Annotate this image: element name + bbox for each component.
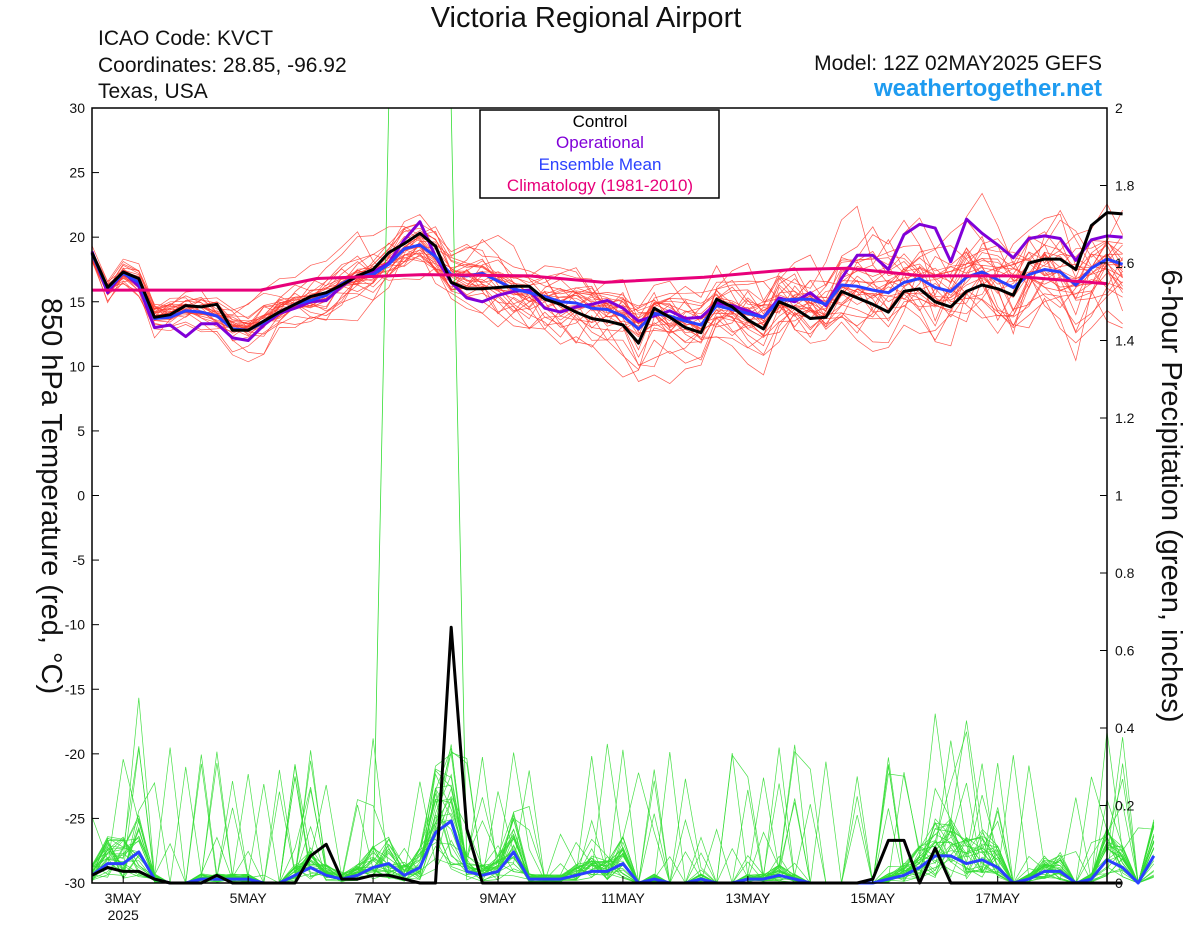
precip-member-13 [91,751,1155,884]
right-tick-label-7: 0.6 [1115,643,1135,659]
x-tick-sublabel-0: 2025 [108,907,139,923]
left-tick-label-9: -15 [65,681,85,697]
temp-operational-line [90,217,1123,342]
x-tick-label-4: 11MAY [601,890,645,906]
right-tick-label-3: 1.4 [1115,333,1135,349]
temp-member-5 [91,235,1123,361]
legend-control: Control [573,112,628,131]
x-tick-label-6: 15MAY [850,890,896,906]
left-tick-label-10: -20 [65,746,85,762]
right-tick-label-4: 1.2 [1115,410,1135,426]
right-tick-label-10: 0 [1115,875,1123,891]
right-tick-label-8: 0.4 [1115,720,1135,736]
x-tick-label-2: 7MAY [355,890,393,906]
temp-member-28 [91,240,1123,334]
axes: 302520151050-5-10-15-20-25-3021.81.61.41… [65,100,1135,923]
temp-member-8 [91,205,1123,344]
right-tick-label-9: 0.2 [1115,798,1135,814]
right-tick-label-1: 1.8 [1115,178,1135,194]
right-tick-label-0: 2 [1115,100,1123,116]
left-tick-label-6: 0 [77,488,85,504]
x-tick-label-7: 17MAY [975,890,1021,906]
site-link[interactable]: weathertogether.net [873,75,1102,102]
coordinates: Coordinates: 28.85, -96.92 [98,54,347,77]
x-tick-label-3: 9MAY [479,890,517,906]
left-tick-label-0: 30 [69,100,85,116]
legend-ensemble-mean: Ensemble Mean [539,155,662,174]
temp-member-23 [91,209,1123,363]
temp-member-20 [91,223,1123,337]
legend-operational: Operational [556,133,644,152]
temp-member-19 [91,226,1123,358]
model-run: Model: 12Z 02MAY2025 GEFS [814,52,1102,75]
right-tick-label-6: 0.8 [1115,565,1135,581]
icao-code: ICAO Code: KVCT [98,27,274,50]
left-tick-label-5: 5 [77,423,85,439]
left-tick-label-12: -30 [65,875,85,891]
legend-box [479,109,720,199]
precip-member-spike [91,107,1155,884]
page-title: Victoria Regional Airport [430,2,742,34]
left-tick-label-8: -10 [65,617,85,633]
temp-member-11 [91,236,1123,385]
precipitation-members [91,107,1155,885]
right-tick-label-5: 1 [1115,488,1123,504]
left-tick-label-1: 25 [69,165,85,181]
left-tick-label-11: -25 [65,810,85,826]
left-tick-label-4: 10 [69,358,85,374]
temp-member-27 [91,230,1123,331]
x-tick-label-1: 5MAY [230,890,268,906]
temp-control-line [90,211,1123,345]
legend-climatology: Climatology (1981-2010) [507,176,693,195]
left-axis-label: 850 hPa Temperature (red, °C) [35,298,67,694]
left-tick-label-3: 15 [69,294,85,310]
right-axis-label: 6-hour Precipitation (green, inches) [1155,270,1187,723]
x-tick-label-5: 13MAY [725,890,771,906]
left-tick-label-7: -5 [73,552,86,568]
legend: Control Operational Ensemble Mean Climat… [479,109,720,199]
temp-member-29 [91,237,1123,371]
x-tick-label-0: 3MAY [105,890,143,906]
location: Texas, USA [98,80,208,103]
right-tick-label-2: 1.6 [1115,255,1135,271]
left-tick-label-2: 20 [69,229,85,245]
temp-climatology-line [92,266,1108,292]
